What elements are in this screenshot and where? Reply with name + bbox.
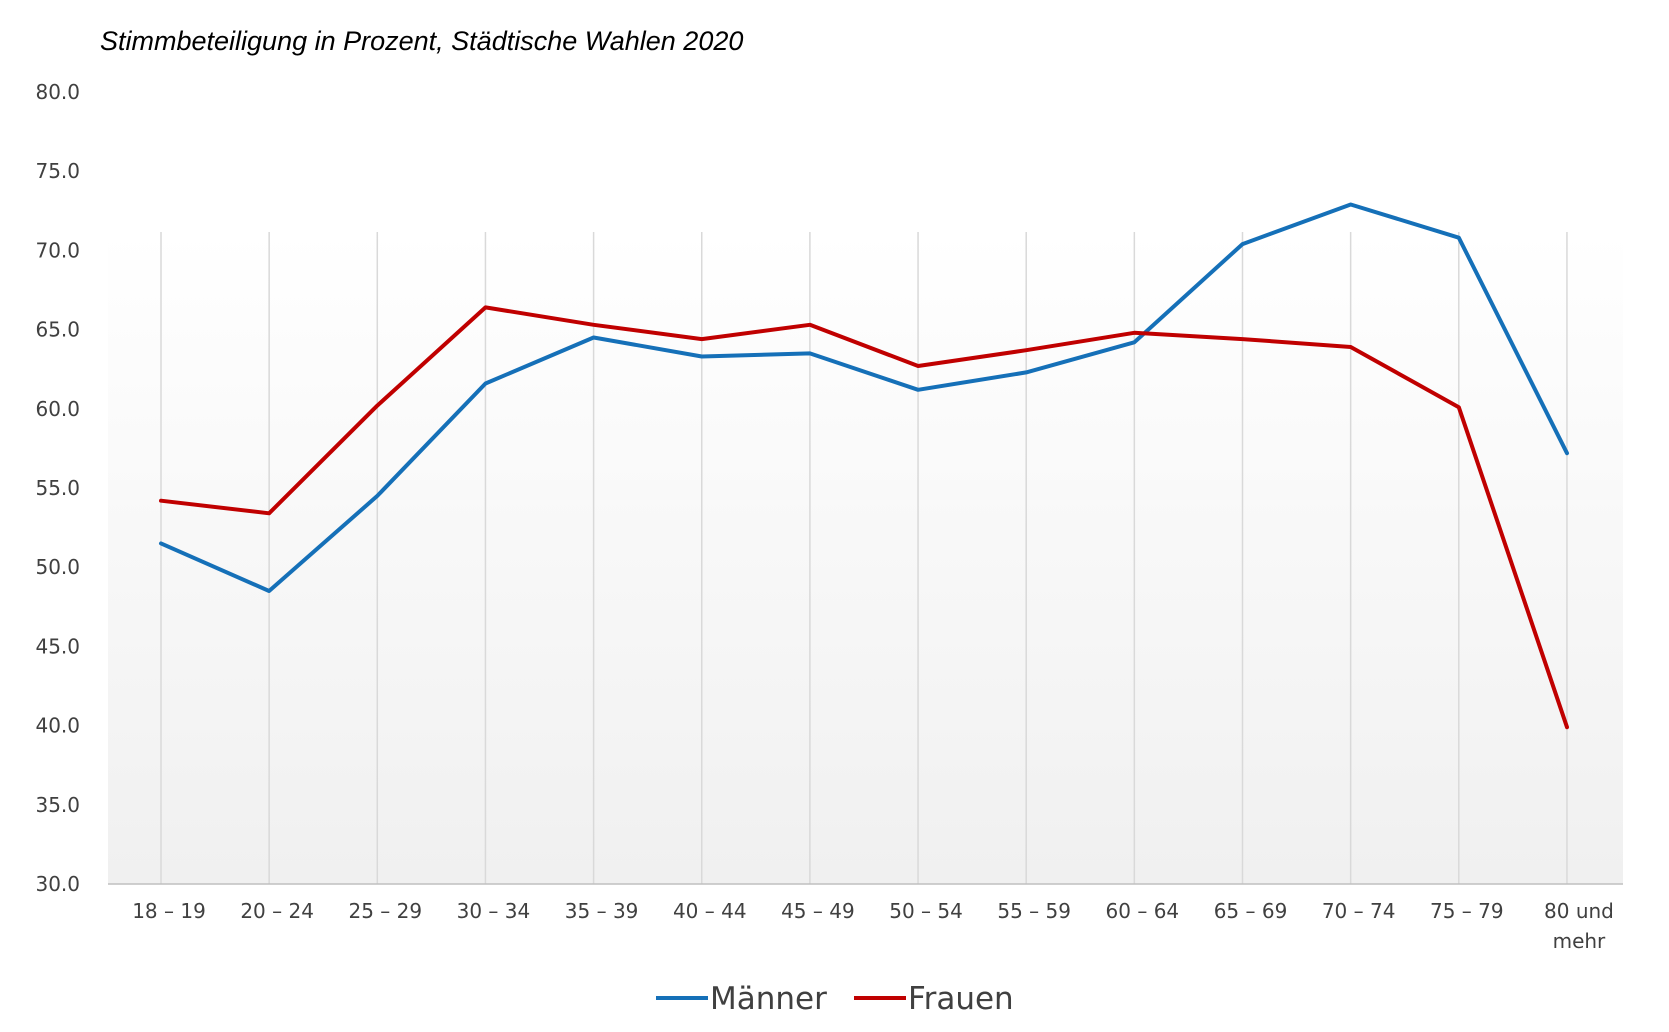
- x-tick-label: mehr: [1553, 929, 1606, 953]
- x-tick-label: 20 – 24: [240, 899, 314, 923]
- series-lines: [159, 202, 1569, 730]
- x-axis-ticks: 18 – 19 20 – 24 25 – 29 30 – 34 35 – 39 40 – …: [132, 899, 1614, 953]
- y-tick-label: 30.0: [35, 872, 80, 896]
- y-tick-label: 80.0: [35, 80, 80, 104]
- x-tick-label: 50 – 54: [889, 899, 963, 923]
- x-tick-label: 65 – 69: [1214, 899, 1288, 923]
- x-tick-label: 45 – 49: [781, 899, 855, 923]
- legend: Männer Frauen: [656, 981, 1014, 1017]
- y-axis-ticks: 30.0 35.0 40.0 45.0 50.0 55.0 60.0 65.0 70.0 75.0…: [35, 80, 80, 896]
- x-tick-label: 35 – 39: [565, 899, 639, 923]
- y-tick-label: 40.0: [35, 714, 80, 738]
- y-tick-label: 55.0: [35, 476, 80, 500]
- x-tick-label: 60 – 64: [1106, 899, 1180, 923]
- x-tick-label: 55 – 59: [997, 899, 1071, 923]
- x-tick-label: 75 – 79: [1430, 899, 1504, 923]
- y-tick-label: 60.0: [35, 397, 80, 421]
- x-tick-label: 70 – 74: [1322, 899, 1396, 923]
- x-tick-label: 18 – 19: [132, 899, 206, 923]
- series-line-maenner: [159, 202, 1569, 593]
- legend-label: Frauen: [908, 981, 1014, 1017]
- y-tick-label: 65.0: [35, 318, 80, 342]
- chart-title: Stimmbeteiligung in Prozent, Städtische …: [100, 26, 743, 56]
- plot-area-background: [108, 232, 1623, 884]
- y-tick-label: 45.0: [35, 634, 80, 658]
- x-tick-label: 40 – 44: [673, 899, 747, 923]
- y-tick-label: 35.0: [35, 793, 80, 817]
- x-tick-label: 25 – 29: [348, 899, 422, 923]
- series-line-frauen: [159, 305, 1569, 730]
- y-tick-label: 75.0: [35, 159, 80, 183]
- y-tick-label: 50.0: [35, 555, 80, 579]
- x-tick-label: 80 und: [1544, 899, 1614, 923]
- x-tick-label: 30 – 34: [457, 899, 531, 923]
- y-tick-label: 70.0: [35, 238, 80, 262]
- legend-label: Männer: [710, 981, 827, 1017]
